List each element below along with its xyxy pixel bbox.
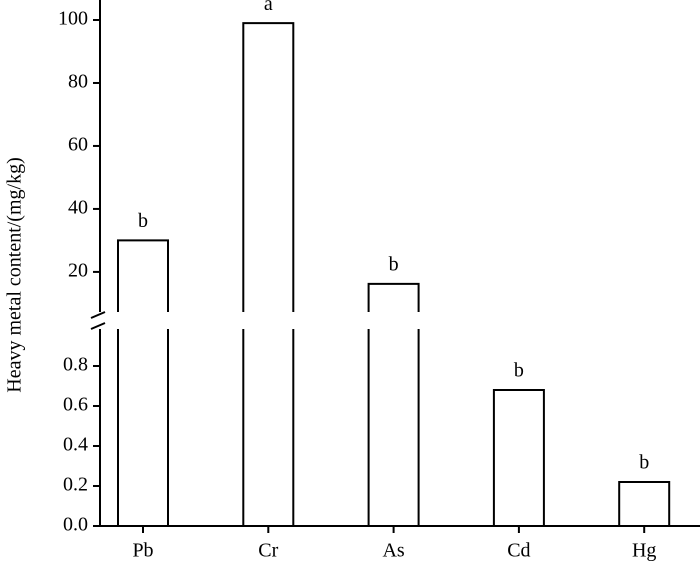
significance-letter: b (639, 452, 649, 474)
y-tick-label: 0.6 (63, 394, 88, 416)
axis-break (90, 311, 106, 319)
y-tick-label: 60 (68, 134, 88, 156)
y-tick-label: 40 (68, 197, 88, 219)
y-tick-label: 100 (58, 8, 88, 30)
bar (492, 389, 545, 527)
x-tick-label: Cd (507, 540, 530, 562)
significance-letter: b (138, 210, 148, 232)
x-tick-label: Hg (632, 540, 656, 562)
bar (367, 282, 420, 526)
x-tick-label: Cr (258, 540, 278, 562)
y-tick-label: 0.8 (63, 354, 88, 376)
bar (242, 22, 295, 526)
y-tick-label: 0.2 (63, 474, 88, 496)
significance-letter: b (389, 253, 399, 275)
x-tick-label: Pb (132, 540, 153, 562)
y-axis-label: Heavy metal content/(mg/kg) (4, 157, 26, 392)
significance-letter: b (514, 360, 524, 382)
axis-break (90, 322, 106, 330)
y-tick-label: 80 (68, 71, 88, 93)
y-tick-label: 20 (68, 260, 88, 282)
significance-letter: a (264, 0, 273, 15)
y-tick-label: 0.0 (63, 514, 88, 536)
y-tick-label: 0.4 (63, 434, 88, 456)
x-tick-label: As (382, 540, 404, 562)
bar (117, 239, 169, 526)
bar (618, 481, 671, 527)
